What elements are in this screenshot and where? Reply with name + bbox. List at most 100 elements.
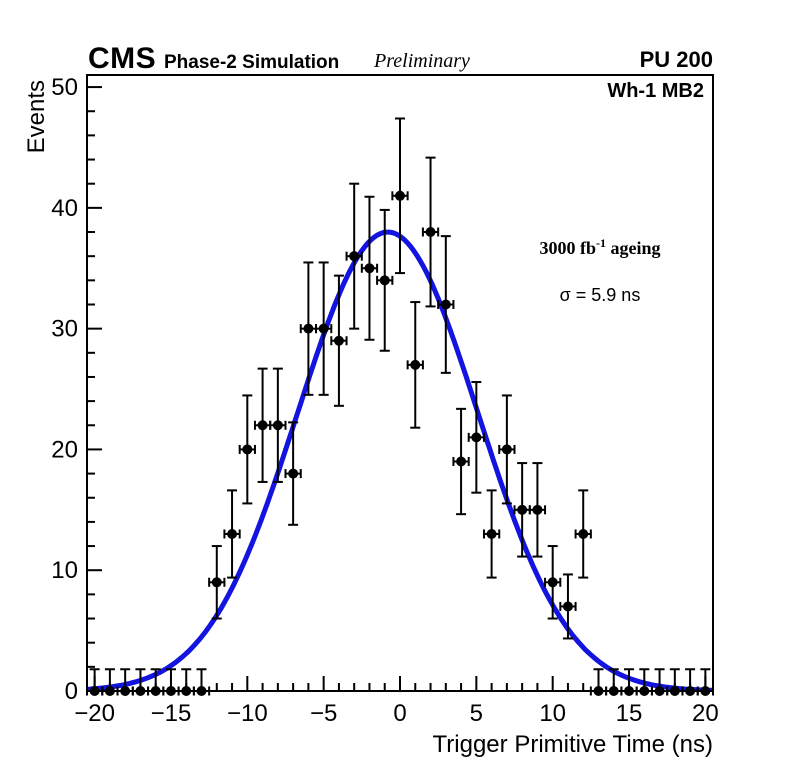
- sigma-annotation: σ = 5.9 ns: [559, 285, 641, 305]
- data-marker: [669, 686, 680, 696]
- data-point: [437, 235, 455, 374]
- y-tick-label: 30: [51, 316, 78, 343]
- data-point: [635, 668, 653, 696]
- header-preliminary: Preliminary: [374, 50, 470, 72]
- x-tick-label: 20: [692, 700, 719, 727]
- ageing-annotation-exponent: -1: [596, 236, 606, 250]
- data-marker: [150, 686, 161, 696]
- data-point: [528, 462, 547, 558]
- data-marker: [165, 686, 176, 696]
- data-marker: [608, 686, 619, 696]
- ageing-annotation-main: 3000 fb: [539, 238, 596, 258]
- axis-ticks: [87, 86, 707, 692]
- data-marker: [593, 686, 604, 696]
- data-marker: [211, 577, 222, 588]
- data-point: [376, 208, 394, 352]
- data-marker: [303, 323, 314, 334]
- data-marker: [639, 686, 650, 696]
- data-marker: [471, 432, 482, 443]
- data-marker: [700, 686, 711, 696]
- data-point: [666, 668, 684, 696]
- data-point: [223, 489, 241, 579]
- data-point: [86, 668, 104, 696]
- data-marker: [196, 686, 207, 696]
- data-marker: [456, 456, 467, 467]
- data-point: [681, 668, 699, 696]
- data-marker: [89, 686, 100, 696]
- data-marker: [242, 444, 253, 455]
- y-tick-label: 50: [51, 74, 78, 101]
- header-phase2-simulation: Phase-2 Simulation: [164, 52, 340, 73]
- data-point: [467, 381, 485, 494]
- x-tick-label: 5: [470, 700, 483, 727]
- data-point: [208, 545, 226, 620]
- x-tick-label: −20: [74, 700, 115, 727]
- data-marker: [440, 299, 451, 310]
- data-marker: [395, 190, 405, 201]
- x-axis-title: Trigger Primitive Time (ns): [433, 731, 713, 758]
- data-point: [482, 489, 501, 579]
- data-marker: [654, 686, 665, 696]
- x-tick-label: 0: [393, 700, 406, 727]
- data-marker: [578, 528, 589, 539]
- data-point: [589, 668, 608, 696]
- data-marker: [257, 420, 268, 431]
- data-marker: [333, 335, 344, 346]
- data-point: [421, 156, 440, 308]
- data-marker: [425, 227, 436, 238]
- data-point: [574, 489, 592, 579]
- data-marker: [364, 263, 375, 274]
- data-marker: [227, 528, 238, 539]
- data-point: [513, 462, 531, 558]
- data-marker: [135, 686, 146, 696]
- data-point: [498, 394, 516, 505]
- data-point: [330, 274, 348, 407]
- data-point: [269, 367, 287, 483]
- data-point: [101, 668, 119, 696]
- y-tick-label: 20: [51, 436, 78, 463]
- data-point: [192, 668, 211, 696]
- data-marker: [501, 444, 512, 455]
- data-point: [253, 367, 272, 483]
- data-marker: [349, 251, 360, 262]
- y-axis-title: Events: [23, 80, 50, 153]
- x-tick-label: 10: [539, 700, 566, 727]
- data-marker: [517, 504, 528, 515]
- x-tick-label: −15: [151, 700, 192, 727]
- data-marker: [120, 686, 131, 696]
- x-tick-label: −5: [310, 700, 337, 727]
- data-marker: [547, 577, 558, 588]
- data-point: [650, 668, 669, 696]
- data-marker: [486, 528, 497, 539]
- ageing-annotation-tail: ageing: [606, 238, 661, 258]
- data-point: [345, 182, 363, 330]
- data-points: [86, 117, 714, 696]
- wheel-station-label: Wh-1 MB2: [607, 80, 704, 102]
- data-marker: [562, 601, 573, 612]
- data-marker: [685, 686, 696, 696]
- data-marker: [318, 323, 329, 334]
- axis-tick-labels: −20 −15 −10 −5 0 5 10 15 20 0 10 20 30 40 50: [51, 74, 718, 727]
- data-marker: [272, 420, 283, 431]
- data-point: [299, 261, 318, 396]
- data-point: [284, 421, 302, 526]
- data-point: [406, 301, 424, 429]
- data-point: [544, 545, 562, 620]
- data-marker: [410, 359, 421, 370]
- data-point: [238, 394, 256, 505]
- pileup-label: PU 200: [639, 47, 713, 72]
- data-point: [696, 668, 714, 696]
- plot-frame: [86, 74, 714, 692]
- data-point: [452, 407, 470, 516]
- data-point: [162, 668, 180, 696]
- y-tick-label: 10: [51, 557, 78, 584]
- data-marker: [181, 686, 192, 696]
- y-tick-label: 0: [65, 678, 78, 705]
- data-marker: [379, 275, 390, 286]
- data-marker: [624, 686, 635, 696]
- data-point: [391, 117, 409, 275]
- y-tick-label: 40: [51, 195, 78, 222]
- cms-logo: CMS: [88, 42, 157, 75]
